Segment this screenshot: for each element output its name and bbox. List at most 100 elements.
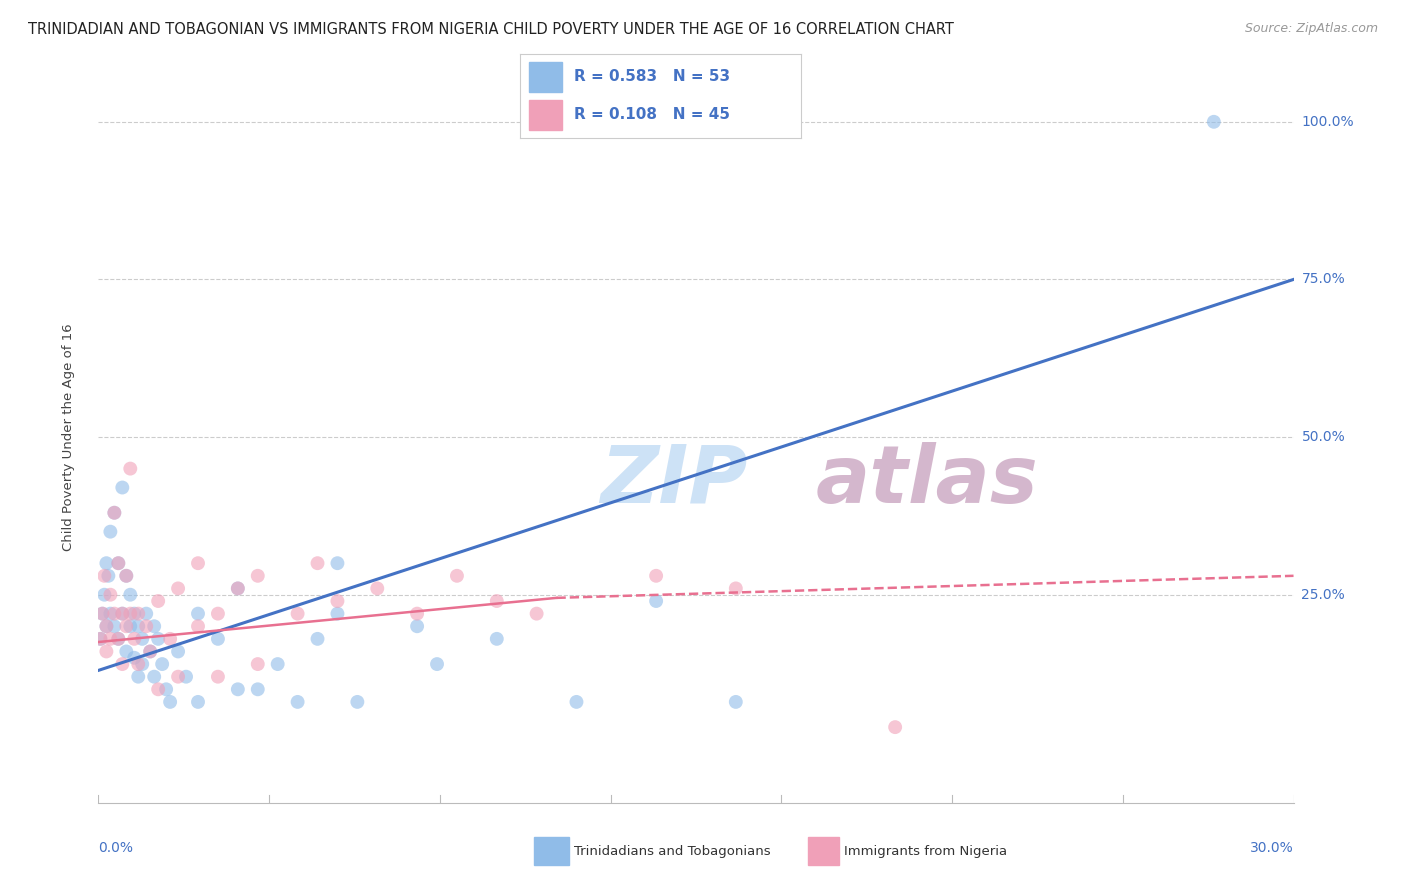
Point: [91, 607, 114, 621]
Point: [96, 644, 118, 658]
Point: [187, 619, 209, 633]
Point: [485, 632, 508, 646]
Point: [446, 569, 468, 583]
Point: [167, 582, 190, 596]
Point: [226, 582, 249, 596]
Point: [111, 607, 134, 621]
Point: [246, 682, 269, 697]
Text: Source: ZipAtlas.com: Source: ZipAtlas.com: [1244, 22, 1378, 36]
Text: R = 0.108   N = 45: R = 0.108 N = 45: [574, 107, 730, 122]
Point: [187, 607, 209, 621]
Point: [645, 594, 668, 608]
Point: [326, 607, 349, 621]
Point: [111, 481, 134, 495]
Point: [103, 506, 125, 520]
Point: [127, 670, 149, 684]
Bar: [529, 100, 562, 130]
Point: [246, 569, 269, 583]
Point: [107, 632, 129, 646]
Point: [326, 556, 349, 570]
Point: [207, 670, 229, 684]
Point: [207, 607, 229, 621]
Point: [143, 670, 166, 684]
Point: [111, 607, 134, 621]
Point: [131, 657, 153, 671]
Point: [724, 695, 747, 709]
Point: [98, 632, 122, 646]
Text: Trinidadians and Tobagonians: Trinidadians and Tobagonians: [574, 846, 770, 858]
Point: [366, 582, 388, 596]
Point: [103, 619, 125, 633]
Point: [267, 657, 290, 671]
Point: [115, 569, 138, 583]
Point: [884, 720, 907, 734]
Point: [103, 506, 125, 520]
Point: [127, 657, 149, 671]
Point: [307, 556, 329, 570]
Point: [93, 588, 115, 602]
Point: [115, 644, 138, 658]
Text: 25.0%: 25.0%: [1302, 588, 1346, 602]
Point: [96, 556, 118, 570]
Point: [346, 695, 368, 709]
Point: [124, 632, 146, 646]
Point: [174, 670, 197, 684]
Point: [93, 569, 115, 583]
Point: [98, 524, 122, 539]
Point: [187, 556, 209, 570]
Point: [124, 607, 146, 621]
Point: [107, 556, 129, 570]
Point: [246, 657, 269, 671]
Point: [127, 619, 149, 633]
Point: [115, 619, 138, 633]
Point: [148, 632, 170, 646]
Point: [98, 607, 122, 621]
Point: [426, 657, 449, 671]
Point: [724, 582, 747, 596]
Point: [167, 670, 190, 684]
Text: 50.0%: 50.0%: [1302, 430, 1346, 444]
Point: [307, 632, 329, 646]
Point: [187, 695, 209, 709]
Point: [96, 619, 118, 633]
Point: [1202, 115, 1225, 129]
Point: [159, 632, 181, 646]
Point: [96, 619, 118, 633]
Point: [139, 644, 162, 658]
Point: [287, 695, 309, 709]
Point: [143, 619, 166, 633]
Point: [406, 607, 429, 621]
Point: [226, 582, 249, 596]
Point: [124, 650, 146, 665]
Point: [98, 588, 122, 602]
Text: TRINIDADIAN AND TOBAGONIAN VS IMMIGRANTS FROM NIGERIA CHILD POVERTY UNDER THE AG: TRINIDADIAN AND TOBAGONIAN VS IMMIGRANTS…: [28, 22, 955, 37]
Point: [89, 632, 111, 646]
Point: [111, 657, 134, 671]
Point: [120, 588, 142, 602]
Point: [127, 607, 149, 621]
Text: 0.0%: 0.0%: [98, 840, 134, 855]
Point: [89, 632, 111, 646]
Text: Child Poverty Under the Age of 16: Child Poverty Under the Age of 16: [62, 323, 75, 551]
Point: [526, 607, 548, 621]
Point: [120, 607, 142, 621]
Point: [406, 619, 429, 633]
Point: [155, 682, 177, 697]
Point: [150, 657, 173, 671]
Point: [97, 569, 120, 583]
Point: [91, 607, 114, 621]
Point: [226, 682, 249, 697]
Text: ZIP: ZIP: [600, 442, 748, 520]
Point: [107, 556, 129, 570]
Point: [326, 594, 349, 608]
Text: 30.0%: 30.0%: [1250, 840, 1294, 855]
Point: [159, 695, 181, 709]
Point: [645, 569, 668, 583]
Point: [207, 632, 229, 646]
Text: atlas: atlas: [815, 442, 1038, 520]
Text: 75.0%: 75.0%: [1302, 272, 1346, 286]
Bar: [529, 62, 562, 92]
Point: [287, 607, 309, 621]
Point: [565, 695, 588, 709]
Text: R = 0.583   N = 53: R = 0.583 N = 53: [574, 69, 730, 84]
